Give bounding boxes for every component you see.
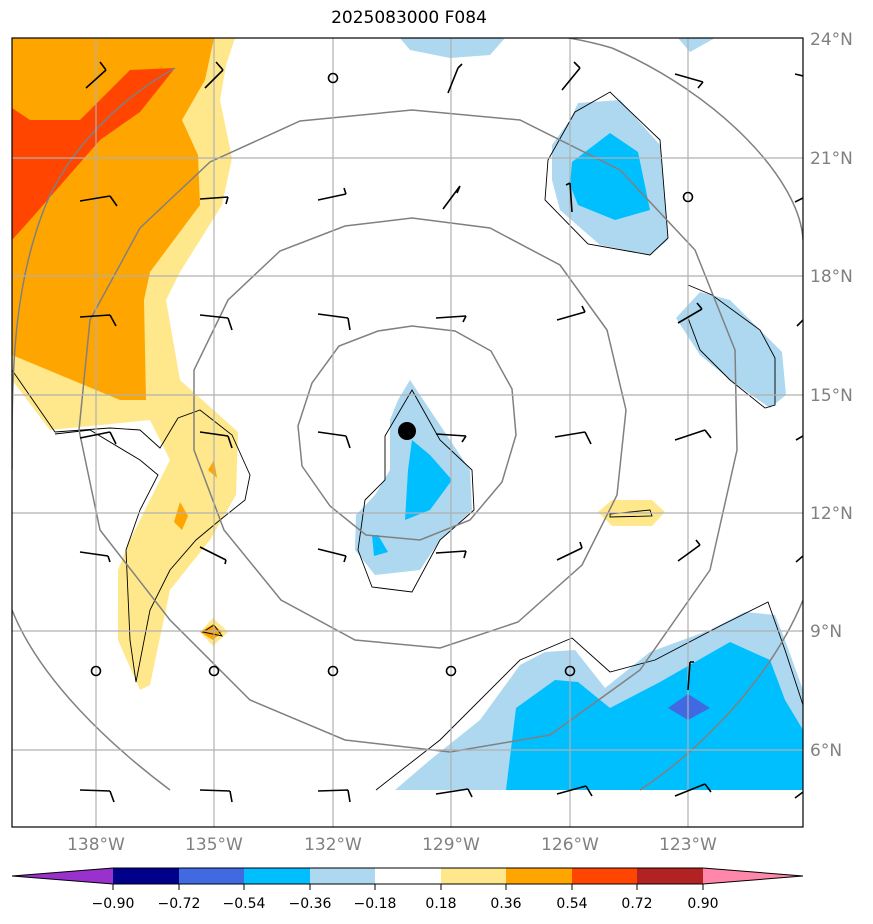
- colorbar-label-5: −0.18: [354, 896, 397, 912]
- map-title: 2025083000 F084: [331, 8, 487, 28]
- lon-label-126w: 126°W: [541, 835, 599, 855]
- lon-tick-labels: 138°W 135°W 132°W 129°W 126°W 123°W: [67, 835, 717, 855]
- calm-wind-circles: [90, 72, 694, 677]
- lon-label-129w: 129°W: [422, 835, 480, 855]
- range-rings: [12, 38, 803, 791]
- colorbar-label-1: −0.90: [92, 896, 135, 912]
- colorbar-bin-7: [506, 868, 572, 884]
- contour-lines: [12, 91, 803, 791]
- wind-barbs: [79, 61, 803, 803]
- lat-label-6n: 6°N: [810, 741, 842, 761]
- lat-label-15n: 15°N: [810, 386, 853, 406]
- colorbar-bin-5: [375, 868, 441, 884]
- colorbar-label-6: 0.18: [425, 896, 456, 912]
- lon-label-132w: 132°W: [304, 835, 362, 855]
- colorbar-bin-9: [637, 868, 703, 884]
- colorbar-bin-6: [441, 868, 506, 884]
- lon-label-138w: 138°W: [67, 835, 125, 855]
- negative-anomaly-strong: [668, 694, 710, 720]
- colorbar-label-10: 0.90: [687, 896, 718, 912]
- colorbar: −0.90 −0.72 −0.54 −0.36 −0.18 0.18 0.36 …: [11, 867, 804, 912]
- lat-tick-labels: 24°N 21°N 18°N 15°N 12°N 9°N 6°N: [810, 30, 853, 761]
- colorbar-label-4: −0.36: [289, 896, 332, 912]
- lat-label-12n: 12°N: [810, 504, 853, 524]
- lon-label-123w: 123°W: [659, 835, 717, 855]
- colorbar-label-2: −0.72: [158, 896, 201, 912]
- colorbar-bin-3: [244, 868, 310, 884]
- lon-label-135w: 135°W: [185, 835, 243, 855]
- storm-center-marker: [398, 422, 416, 440]
- lat-label-9n: 9°N: [810, 622, 842, 642]
- colorbar-bin-1: [113, 868, 179, 884]
- map-area: [12, 38, 803, 827]
- positive-anomaly-red: [12, 68, 175, 240]
- lat-label-24n: 24°N: [810, 30, 853, 50]
- lat-label-18n: 18°N: [810, 267, 853, 287]
- colorbar-label-8: 0.54: [556, 896, 587, 912]
- colorbar-bin-8: [572, 868, 637, 884]
- colorbar-bin-4: [310, 868, 375, 884]
- colorbar-bin-2: [179, 868, 244, 884]
- lat-label-21n: 21°N: [810, 149, 853, 169]
- colorbar-label-7: 0.36: [490, 896, 521, 912]
- colorbar-extend-high: [703, 868, 803, 884]
- map-frame: [11, 37, 804, 828]
- colorbar-extend-low: [12, 868, 113, 884]
- colorbar-label-9: 0.72: [621, 896, 652, 912]
- gridlines: [12, 38, 803, 827]
- colorbar-label-3: −0.54: [223, 896, 266, 912]
